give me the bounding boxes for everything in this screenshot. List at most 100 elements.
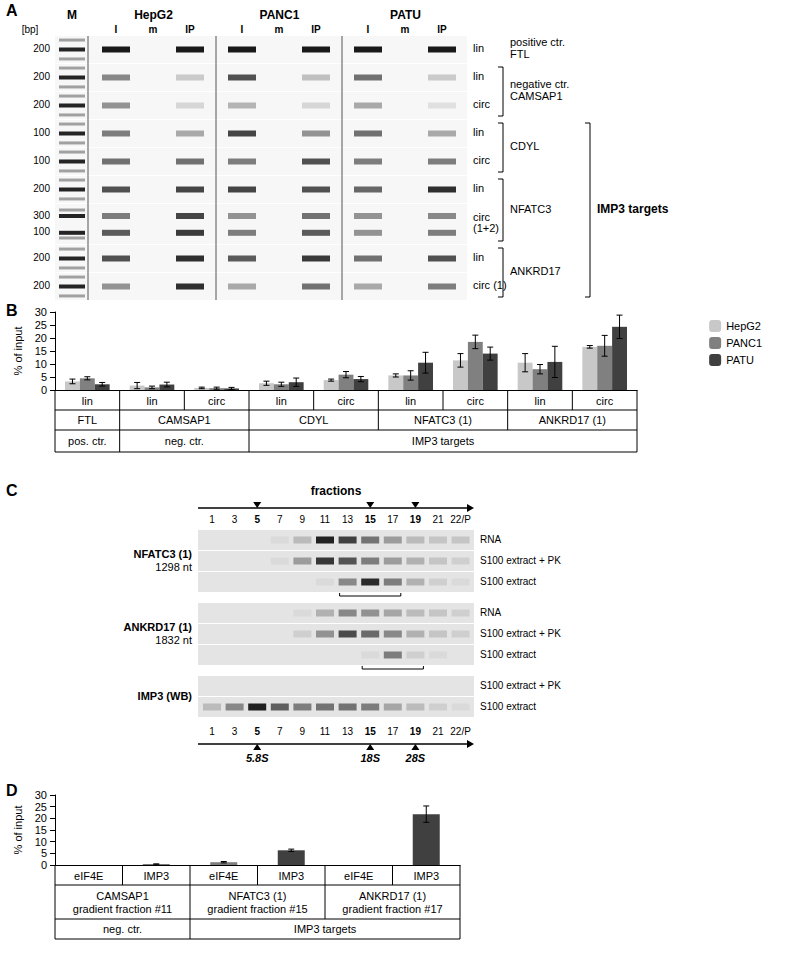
svg-text:lin: lin — [534, 395, 545, 407]
svg-text:S100 extract + PK: S100 extract + PK — [480, 628, 561, 639]
svg-text:22/P: 22/P — [450, 726, 471, 737]
svg-text:25: 25 — [35, 319, 47, 331]
svg-text:5: 5 — [41, 371, 47, 383]
svg-text:I: I — [367, 24, 370, 35]
svg-text:circ: circ — [473, 211, 491, 223]
svg-text:I: I — [241, 24, 244, 35]
svg-text:PANC1: PANC1 — [260, 8, 300, 22]
svg-text:[bp]: [bp] — [22, 24, 39, 35]
svg-text:% of input: % of input — [12, 806, 24, 855]
svg-text:21: 21 — [432, 726, 444, 737]
svg-text:10: 10 — [35, 836, 47, 848]
svg-text:1298 nt: 1298 nt — [155, 561, 192, 573]
svg-text:ANKRD17 (1): ANKRD17 (1) — [124, 621, 193, 633]
svg-text:PANC1: PANC1 — [726, 337, 762, 349]
svg-text:S100 extract + PK: S100 extract + PK — [480, 680, 561, 691]
svg-text:CAMSAP1: CAMSAP1 — [510, 90, 563, 102]
svg-text:13: 13 — [342, 726, 354, 737]
svg-text:HepG2: HepG2 — [134, 8, 173, 22]
svg-text:CDYL: CDYL — [299, 414, 328, 426]
svg-text:m: m — [149, 24, 158, 35]
svg-text:% of input: % of input — [12, 327, 24, 376]
svg-text:200: 200 — [33, 183, 50, 194]
svg-text:IP: IP — [311, 24, 321, 35]
svg-text:25: 25 — [35, 801, 47, 813]
svg-text:30: 30 — [35, 789, 47, 801]
svg-text:1: 1 — [209, 514, 215, 525]
svg-text:11: 11 — [320, 726, 331, 737]
svg-text:3: 3 — [232, 726, 238, 737]
svg-text:9: 9 — [300, 514, 306, 525]
svg-text:28S: 28S — [405, 752, 426, 764]
svg-text:15: 15 — [35, 345, 47, 357]
svg-text:NFATC3 (1): NFATC3 (1) — [134, 548, 193, 560]
svg-text:100: 100 — [33, 127, 50, 138]
svg-text:9: 9 — [300, 726, 306, 737]
svg-text:negative ctr.: negative ctr. — [510, 78, 569, 90]
svg-text:PATU: PATU — [390, 8, 421, 22]
svg-text:19: 19 — [410, 514, 422, 525]
svg-text:IP: IP — [185, 24, 195, 35]
svg-text:lin: lin — [473, 182, 484, 194]
svg-text:15: 15 — [365, 514, 377, 525]
svg-text:circ: circ — [473, 154, 491, 166]
svg-text:IMP3 (WB): IMP3 (WB) — [138, 690, 193, 702]
svg-text:7: 7 — [277, 726, 283, 737]
svg-text:1: 1 — [209, 726, 215, 737]
svg-text:15: 15 — [35, 824, 47, 836]
svg-text:17: 17 — [387, 514, 399, 525]
svg-text:lin: lin — [146, 395, 157, 407]
svg-text:IP: IP — [437, 24, 447, 35]
svg-text:30: 30 — [35, 306, 47, 318]
svg-text:neg. ctr.: neg. ctr. — [165, 435, 204, 447]
svg-text:0: 0 — [41, 384, 47, 396]
svg-text:circ: circ — [467, 395, 485, 407]
svg-text:CAMSAP1: CAMSAP1 — [96, 890, 149, 902]
svg-text:PATU: PATU — [726, 354, 754, 366]
svg-text:gradient fraction #11: gradient fraction #11 — [73, 903, 172, 915]
svg-text:S100 extract: S100 extract — [480, 576, 536, 587]
svg-text:CAMSAP1: CAMSAP1 — [158, 414, 211, 426]
svg-text:lin: lin — [473, 70, 484, 82]
svg-text:pos. ctr.: pos. ctr. — [68, 435, 107, 447]
svg-text:200: 200 — [33, 71, 50, 82]
svg-text:100: 100 — [33, 226, 50, 237]
svg-text:IMP3 targets: IMP3 targets — [597, 202, 669, 216]
svg-text:lin: lin — [473, 42, 484, 54]
svg-text:IMP3: IMP3 — [143, 870, 169, 882]
svg-text:200: 200 — [33, 280, 50, 291]
svg-text:ANKRD17 (1): ANKRD17 (1) — [539, 414, 606, 426]
svg-text:0: 0 — [41, 859, 47, 871]
svg-text:NFATC3 (1): NFATC3 (1) — [414, 414, 472, 426]
svg-text:3: 3 — [232, 514, 238, 525]
svg-text:100: 100 — [33, 155, 50, 166]
svg-text:20: 20 — [35, 812, 47, 824]
svg-text:fractions: fractions — [311, 484, 362, 498]
svg-text:CDYL: CDYL — [510, 140, 539, 152]
svg-text:gradient fraction #15: gradient fraction #15 — [207, 903, 307, 915]
svg-text:gradient fraction #17: gradient fraction #17 — [342, 903, 442, 915]
svg-text:18S: 18S — [360, 752, 380, 764]
svg-text:D: D — [6, 782, 18, 799]
svg-text:circ (1): circ (1) — [473, 279, 507, 291]
svg-text:13: 13 — [342, 514, 354, 525]
svg-text:m: m — [401, 24, 410, 35]
svg-text:NFATC3 (1): NFATC3 (1) — [229, 890, 287, 902]
svg-text:200: 200 — [33, 43, 50, 54]
svg-text:RNA: RNA — [480, 534, 501, 545]
svg-text:NFATC3: NFATC3 — [510, 203, 551, 215]
svg-text:ANKRD17: ANKRD17 — [510, 265, 561, 277]
svg-text:M: M — [67, 8, 77, 22]
svg-text:IMP3 targets: IMP3 targets — [412, 435, 475, 447]
svg-text:5: 5 — [41, 847, 47, 859]
svg-text:5.8S: 5.8S — [246, 752, 269, 764]
svg-text:7: 7 — [277, 514, 283, 525]
svg-text:circ: circ — [208, 395, 226, 407]
svg-text:19: 19 — [410, 726, 422, 737]
svg-text:FTL: FTL — [510, 48, 530, 60]
svg-text:IMP3: IMP3 — [413, 870, 439, 882]
svg-text:RNA: RNA — [480, 607, 501, 618]
svg-text:5: 5 — [254, 726, 260, 737]
svg-text:HepG2: HepG2 — [726, 320, 761, 332]
svg-text:17: 17 — [387, 726, 399, 737]
